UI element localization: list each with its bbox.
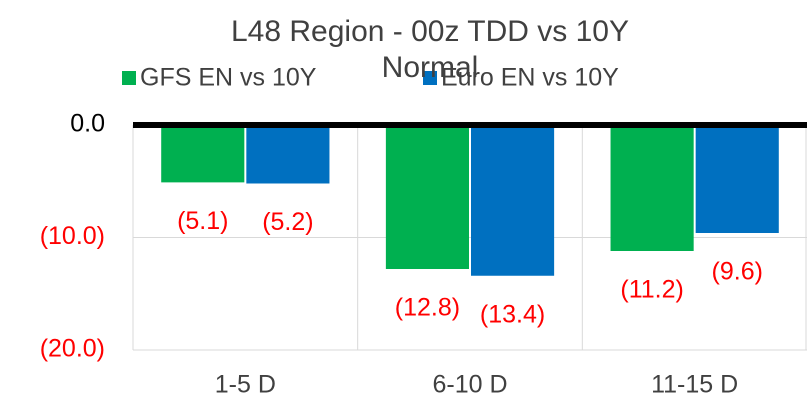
value-label: (11.2) xyxy=(620,276,683,304)
x-tick-label: 1-5 D xyxy=(215,371,276,399)
x-tick-label: 6-10 D xyxy=(432,371,507,399)
legend-label: Euro EN vs 10Y xyxy=(441,64,619,92)
x-tick-label: 11-15 D xyxy=(651,371,738,399)
bar xyxy=(610,125,694,251)
value-label: (12.8) xyxy=(395,294,460,322)
value-label: (13.4) xyxy=(480,300,545,328)
legend-label: GFS EN vs 10Y xyxy=(140,64,317,92)
bar xyxy=(695,125,779,233)
bar xyxy=(385,125,469,269)
bar xyxy=(246,125,330,184)
chart-title: L48 Region - 00z TDD vs 10Y Normal xyxy=(231,15,629,84)
legend-swatch xyxy=(122,71,136,85)
value-label: (5.2) xyxy=(262,208,313,236)
y-tick-label: (10.0) xyxy=(40,222,105,250)
bar xyxy=(161,125,245,183)
y-tick-label: 0.0 xyxy=(70,110,105,138)
bar xyxy=(471,125,555,276)
value-label: (9.6) xyxy=(712,258,763,286)
value-label: (5.1) xyxy=(177,207,228,235)
legend-swatch xyxy=(423,71,437,85)
y-tick-label: (20.0) xyxy=(40,335,105,363)
